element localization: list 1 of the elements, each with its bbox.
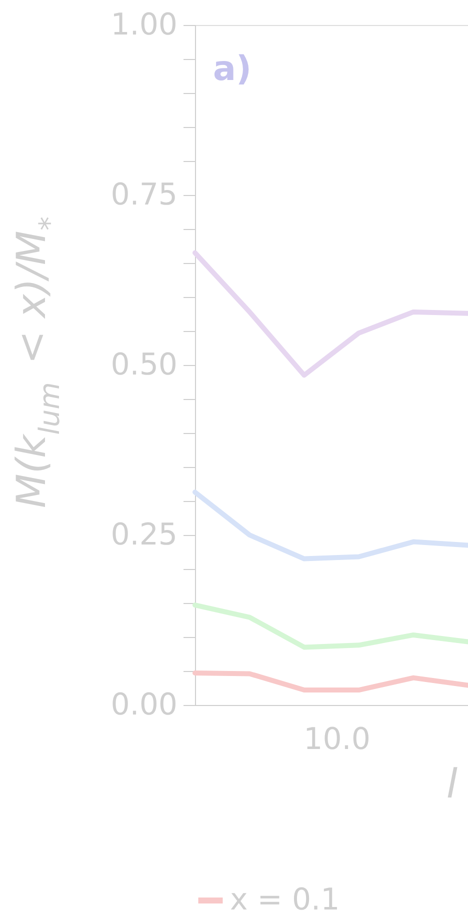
annotation: a) <box>213 49 252 89</box>
